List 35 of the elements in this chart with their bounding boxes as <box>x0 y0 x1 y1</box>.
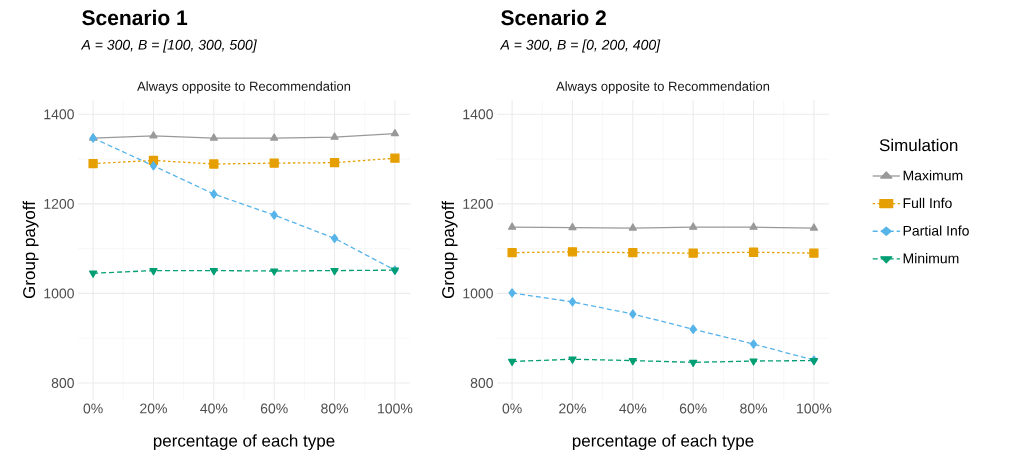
x-tick-label: 0% <box>83 403 103 414</box>
y-tick-label: 1400 <box>463 109 493 120</box>
y-tick-label: 800 <box>470 378 493 388</box>
legend-label: Maximum <box>903 170 963 181</box>
y-axis-title: Group payoff <box>22 200 39 299</box>
chart-subtitle: A = 300, B = [0, 200, 400] <box>499 39 661 53</box>
x-axis-title: percentage of each type <box>572 434 754 451</box>
x-tick-label: 60% <box>260 403 288 414</box>
x-tick-label: 80% <box>740 403 768 414</box>
legend-label: Full Info <box>903 197 952 209</box>
legend-label: Minimum <box>903 253 959 264</box>
y-tick-label: 1000 <box>463 288 493 299</box>
y-tick-label: 1400 <box>44 109 74 120</box>
x-tick-label: 80% <box>321 403 349 414</box>
x-tick-label: 100% <box>378 403 413 414</box>
chart-title: Scenario 1 <box>82 9 188 26</box>
legend-title: Simulation <box>879 138 958 152</box>
y-axis-title: Group payoff <box>441 200 458 299</box>
x-tick-label: 20% <box>140 403 167 414</box>
text: Always opposite to Recommendation <box>137 81 351 94</box>
chart-subtitle: A = 300, B = [100, 300, 500] <box>80 39 257 53</box>
x-tick-label: 20% <box>559 403 586 414</box>
y-tick-label: 1200 <box>44 198 74 209</box>
x-tick-label: 100% <box>797 403 832 414</box>
x-tick-label: 0% <box>502 403 522 414</box>
text: Always opposite to Recommendation <box>556 81 770 94</box>
y-tick-label: 1000 <box>44 288 74 299</box>
x-tick-label: 60% <box>679 403 707 414</box>
y-tick-label: 800 <box>51 378 74 388</box>
chart-title: Scenario 2 <box>501 9 606 26</box>
x-tick-label: 40% <box>200 403 228 414</box>
y-tick-label: 1200 <box>463 198 493 209</box>
x-tick-label: 40% <box>619 403 647 414</box>
legend-label: Partial Info <box>903 225 969 236</box>
x-axis-title: percentage of each type <box>153 434 335 451</box>
